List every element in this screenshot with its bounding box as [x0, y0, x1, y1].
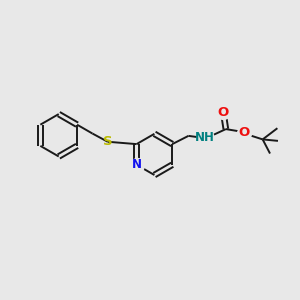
Text: O: O	[218, 106, 229, 119]
Text: S: S	[103, 135, 112, 148]
Text: NH: NH	[195, 131, 214, 144]
Text: N: N	[132, 158, 142, 171]
Text: O: O	[239, 126, 250, 140]
